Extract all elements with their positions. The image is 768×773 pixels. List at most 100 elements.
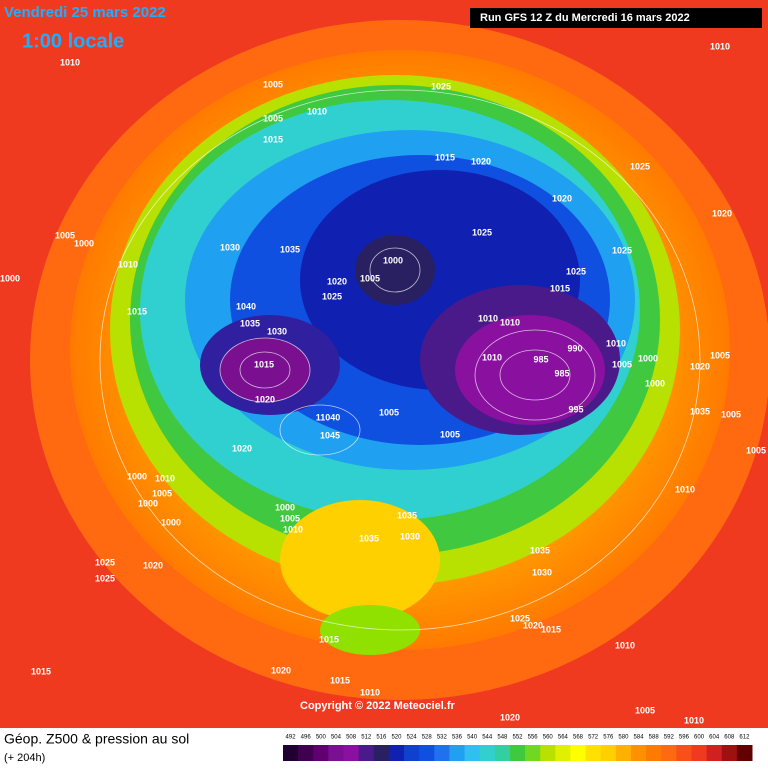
valid-date: Vendredi 25 mars 2022	[4, 4, 166, 21]
isobar-label: 1035	[359, 533, 379, 543]
isobar-label: 1020	[143, 560, 163, 570]
colorbar-swatch	[555, 745, 571, 761]
colorbar-tick-label: 512	[361, 735, 372, 741]
isobar-label: 1005	[263, 79, 283, 89]
colorbar-swatch	[358, 745, 375, 761]
isobar-label: 1045	[320, 430, 340, 440]
colorbar-tick-label: 608	[724, 735, 735, 741]
isobar-label: 1010	[478, 313, 498, 323]
colorbar-tick-label: 528	[422, 735, 433, 741]
isobar-label: 1000	[138, 498, 158, 508]
colorbar-tick-label: 520	[391, 735, 402, 741]
isobar-label: 1015	[319, 634, 339, 644]
colorbar-tick-label: 544	[482, 735, 493, 741]
isobar-label: 1035	[240, 318, 260, 328]
isobar-label: 1030	[220, 242, 240, 252]
colorbar-swatch	[600, 745, 617, 761]
colorbar-swatch	[343, 745, 360, 761]
isobar-label: 1020	[552, 193, 572, 203]
isobar-label: 1020	[712, 208, 732, 218]
colorbar-tick-label: 508	[346, 735, 357, 741]
isobar-label: 1015	[254, 359, 274, 369]
colorbar-tick-label: 568	[573, 735, 584, 741]
isobar-label: 1005	[746, 445, 766, 455]
colorbar-swatch	[630, 745, 647, 761]
colorbar-tick-label: 600	[694, 735, 705, 741]
colorbar-swatch	[464, 745, 481, 761]
colorbar-swatch	[585, 745, 602, 761]
isobar-label: 1015	[550, 283, 570, 293]
colorbar-swatch	[419, 745, 435, 761]
isobar-label: 1025	[510, 613, 530, 623]
isobar-label: 1010	[283, 524, 303, 534]
colorbar-tick-label: 580	[618, 735, 629, 741]
colorbar-swatch	[721, 745, 738, 761]
colorbar-tick-label: 592	[664, 735, 675, 741]
isobar-label: 1000	[275, 502, 295, 512]
colorbar-swatch	[736, 745, 753, 761]
colorbar-tick-label: 572	[588, 735, 599, 741]
isobar-label: 1015	[263, 134, 283, 144]
isobar-label: 1015	[330, 675, 350, 685]
colorbar-swatch	[404, 745, 420, 761]
colorbar-tick-label: 612	[739, 735, 750, 741]
isobar-label: 1000	[638, 353, 658, 363]
colorbar-swatch	[283, 745, 299, 761]
isobar-label: 1005	[440, 429, 460, 439]
isobar-label: 1005	[360, 273, 380, 283]
isobar-label: 990	[567, 343, 582, 353]
colorbar-swatch	[525, 745, 541, 761]
isobar-label: 1010	[500, 317, 520, 327]
local-time: 1:00 locale	[22, 30, 124, 52]
isobar-labels: 1010 1005 1010 1005 1015 1025 1015 1020 1020 1025…	[0, 41, 766, 725]
isobar-label: 1005	[55, 230, 75, 240]
colorbar-swatch	[328, 745, 345, 761]
isobar-label: 1030	[532, 567, 552, 577]
isobar-label: 1035	[397, 510, 417, 520]
geopotential-field	[30, 20, 768, 700]
colorbar-swatch	[661, 745, 677, 761]
isobar-label: 1035	[280, 244, 300, 254]
isobar-label: 1005	[612, 359, 632, 369]
colorbar-tick-label: 496	[301, 735, 312, 741]
colorbar-tick-label: 604	[709, 735, 720, 741]
colorbar-tick-label: 584	[634, 735, 645, 741]
colorbar-tick-label: 524	[407, 735, 418, 741]
isobar-label: 1025	[95, 573, 115, 583]
colorbar-swatch	[646, 745, 662, 761]
isobar-label: 1030	[400, 531, 420, 541]
isobar-label: 1005	[379, 407, 399, 417]
isobar-label: 1025	[612, 245, 632, 255]
isobar-label: 985	[533, 354, 548, 364]
colorbar: 492 496 500 504 508 512 516 520 524 528 532 536 540 5…	[283, 735, 753, 761]
colorbar-tick-label: 540	[467, 735, 478, 741]
isobar-label: 1000	[383, 255, 403, 265]
isobar-label: 1005	[721, 409, 741, 419]
isobar-label: 1020	[690, 361, 710, 371]
isobar-label: 1000	[0, 273, 20, 283]
isobar-label: 1005	[710, 350, 730, 360]
run-box	[470, 8, 762, 28]
colorbar-tick-label: 500	[316, 735, 327, 741]
colorbar-swatch	[615, 745, 632, 761]
isobar-label: 1015	[435, 152, 455, 162]
isobar-label: 1010	[482, 352, 502, 362]
colorbar-swatch	[540, 745, 556, 761]
colorbar-tick-label: 564	[558, 735, 569, 741]
colorbar-swatch	[570, 745, 587, 761]
run-info: Run GFS 12 Z du Mercredi 16 mars 2022	[480, 12, 690, 24]
copyright: Copyright © 2022 Meteociel.fr	[300, 700, 456, 712]
isobar-label: 1010	[360, 687, 380, 697]
isobar-label: 1010	[118, 259, 138, 269]
isobar-label: 1015	[127, 306, 147, 316]
colorbar-swatch	[479, 745, 496, 761]
isobar-label: 1010	[155, 473, 175, 483]
isobar-label: 1010	[710, 41, 730, 51]
isobar-label: 1010	[615, 640, 635, 650]
footer-title: Géop. Z500 & pression au sol	[4, 731, 189, 747]
isobar-label: 1005	[263, 113, 283, 123]
colorbar-swatch	[298, 745, 314, 761]
isobar-label: 1020	[232, 443, 252, 453]
colorbar-tick-label: 532	[437, 735, 448, 741]
isobar-label: 1000	[645, 378, 665, 388]
